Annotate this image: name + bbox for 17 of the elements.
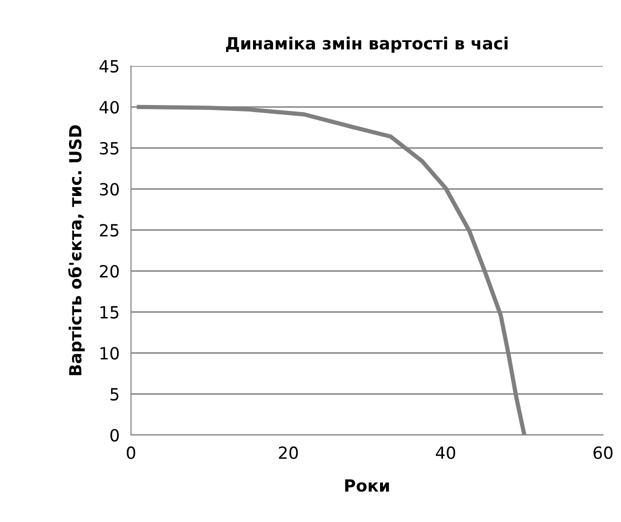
y-tick-label: 40 bbox=[99, 100, 119, 114]
x-tick-label: 20 bbox=[278, 446, 298, 460]
y-tick-label: 0 bbox=[110, 428, 119, 442]
x-tick-label: 40 bbox=[436, 446, 456, 460]
x-tick-label: 60 bbox=[594, 446, 612, 460]
y-tick-label: 5 bbox=[110, 388, 118, 401]
y-tick-label: 45 bbox=[99, 60, 118, 73]
y-tick-label: 30 bbox=[100, 182, 119, 196]
y-axis-title: Вартість об'єкта, тис. USD bbox=[68, 125, 85, 376]
y-tick-label: 15 bbox=[100, 306, 118, 319]
x-tick-label: 0 bbox=[126, 446, 136, 460]
chart-title: Динаміка змін вартості в часі bbox=[226, 36, 508, 53]
y-tick-label: 10 bbox=[100, 346, 119, 360]
y-tick-label: 35 bbox=[100, 142, 118, 155]
y-tick-label: 25 bbox=[100, 224, 118, 237]
x-axis-title: Роки bbox=[345, 479, 389, 492]
y-tick-label: 20 bbox=[100, 264, 119, 278]
